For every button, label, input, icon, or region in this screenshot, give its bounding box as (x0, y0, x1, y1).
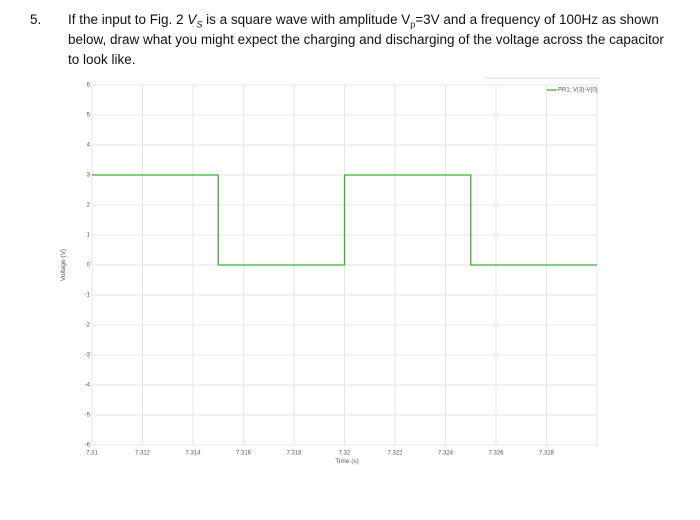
symbol: V (187, 12, 197, 27)
y-tick-label: 4 (87, 143, 91, 149)
y-tick-label: 1 (87, 233, 91, 239)
text: If the input to Fig. 2 (68, 12, 188, 27)
legend-label: PR1: V(3)-V(0) (558, 88, 598, 94)
x-tick-label: 7.32 (339, 451, 351, 457)
x-tick-label: 7.31 (86, 451, 98, 457)
y-tick-label: 3 (87, 173, 91, 179)
y-tick-label: -1 (85, 293, 91, 299)
text: =3V and a frequency of 100Hz as shown be… (68, 12, 664, 67)
y-tick-label: 6 (87, 83, 91, 89)
y-tick-label: -4 (85, 383, 91, 389)
x-tick-label: 7.316 (236, 451, 252, 457)
x-tick-label: 7.324 (438, 451, 454, 457)
x-tick-label: 7.312 (135, 451, 151, 457)
y-tick-label: -5 (85, 413, 91, 419)
y-tick-label: -2 (85, 323, 91, 329)
x-tick-label: 7.326 (488, 451, 504, 457)
y-tick-label: 2 (87, 203, 91, 209)
y-tick-label: -3 (85, 353, 91, 359)
question: 5. If the input to Fig. 2 VS is a square… (30, 10, 670, 70)
question-number: 5. (30, 12, 42, 27)
series-line (92, 174, 597, 266)
x-tick-label: 7.328 (539, 451, 555, 457)
x-tick-label: 7.314 (185, 451, 201, 457)
subscript: p (410, 19, 416, 30)
x-tick-label: 7.318 (286, 451, 302, 457)
x-tick-label: 7.322 (387, 451, 403, 457)
y-tick-label: 5 (87, 113, 91, 119)
x-axis-label: Time (s) (335, 458, 359, 465)
y-tick-label: -6 (85, 443, 91, 449)
subscript: S (196, 19, 203, 30)
y-axis-label: Voltage (V) (60, 249, 67, 281)
question-text: If the input to Fig. 2 VS is a square wa… (68, 10, 670, 70)
text: is a square wave with amplitude V (202, 12, 411, 27)
y-tick-label: 0 (87, 263, 91, 269)
